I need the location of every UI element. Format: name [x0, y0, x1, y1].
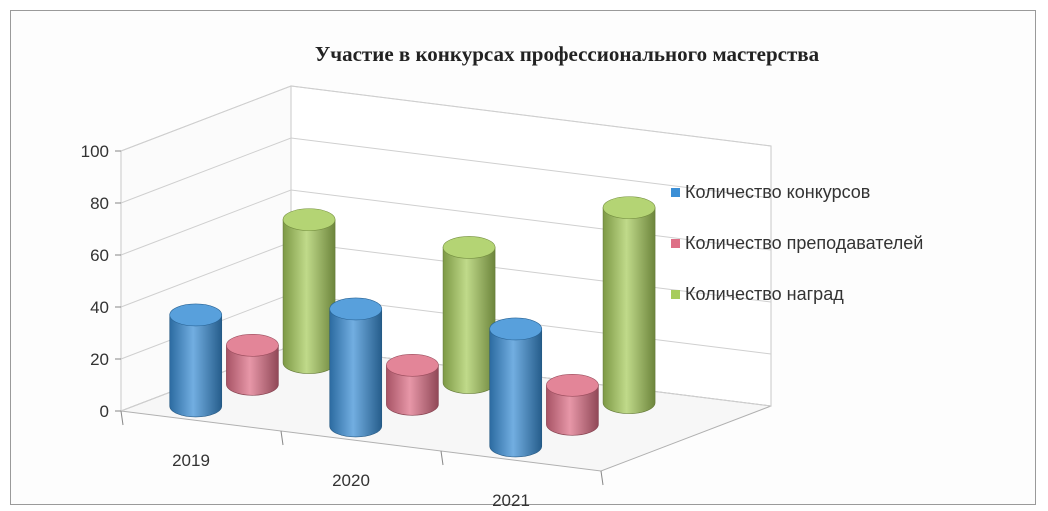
cylinder-body	[282, 219, 336, 374]
cylinder-body	[546, 385, 599, 436]
cylinder-bar	[546, 373, 599, 436]
legend-swatch	[671, 239, 680, 248]
cylinder-top	[282, 208, 336, 231]
cylinder-top	[602, 196, 656, 219]
cylinder-top	[329, 297, 383, 321]
y-tick-label: 40	[90, 298, 109, 317]
cylinder-top	[386, 353, 439, 377]
x-tick-label: 2019	[172, 451, 210, 470]
cylinder-bar	[489, 317, 543, 458]
x-tick-mark	[440, 450, 444, 466]
cylinder-top	[489, 317, 543, 341]
gridline	[120, 85, 772, 152]
cylinder-body	[602, 207, 656, 414]
cylinder-body	[226, 345, 279, 396]
cylinder-bar	[386, 353, 439, 416]
y-tick-label: 80	[90, 194, 109, 213]
x-tick-mark	[120, 410, 124, 426]
y-tick-label: 100	[81, 142, 109, 161]
chart-legend: Количество конкурсов Количество преподава…	[671, 182, 923, 304]
chart-canvas: Участие в конкурсах профессионального ма…	[81, 42, 924, 506]
chart-title: Участие в конкурсах профессионального ма…	[315, 42, 820, 66]
gridline	[120, 137, 772, 204]
cylinder-top	[442, 236, 496, 259]
y-tick-label: 60	[90, 246, 109, 265]
cylinder-top	[226, 333, 279, 357]
x-tick-label: 2020	[332, 471, 370, 490]
chart-walls	[120, 85, 772, 472]
legend-swatch	[671, 188, 680, 197]
cylinder-bar	[226, 333, 279, 396]
x-tick-label: 2021	[492, 491, 530, 506]
legend-label: Количество преподавателей	[685, 233, 923, 253]
cylinder-bar	[602, 196, 656, 414]
y-tick-label: 20	[90, 350, 109, 369]
cylinder-bar	[442, 236, 496, 394]
cylinder-top	[169, 303, 223, 327]
chart-frame: Участие в конкурсах профессионального ма…	[10, 10, 1036, 506]
x-tick-mark	[280, 430, 284, 446]
chart-bars	[169, 196, 656, 458]
cylinder-bar	[169, 303, 223, 418]
cylinder-bar	[329, 297, 383, 438]
legend-swatch	[671, 290, 680, 299]
cylinder-bar	[282, 208, 336, 374]
x-axis-ticks: 2019 2020 2021	[120, 410, 604, 506]
cylinder-top	[546, 373, 599, 397]
cylinder-body	[169, 314, 223, 418]
cylinder-body	[489, 328, 543, 458]
y-axis-ticks: 0 20 40 60 80 100	[81, 142, 109, 421]
legend-label: Количество конкурсов	[685, 182, 870, 202]
legend-label: Количество наград	[685, 284, 844, 304]
y-tick-label: 0	[100, 402, 109, 421]
cylinder-body	[386, 365, 439, 416]
x-tick-mark	[600, 470, 604, 486]
cylinder-body	[442, 247, 496, 394]
cylinder-body	[329, 308, 383, 438]
